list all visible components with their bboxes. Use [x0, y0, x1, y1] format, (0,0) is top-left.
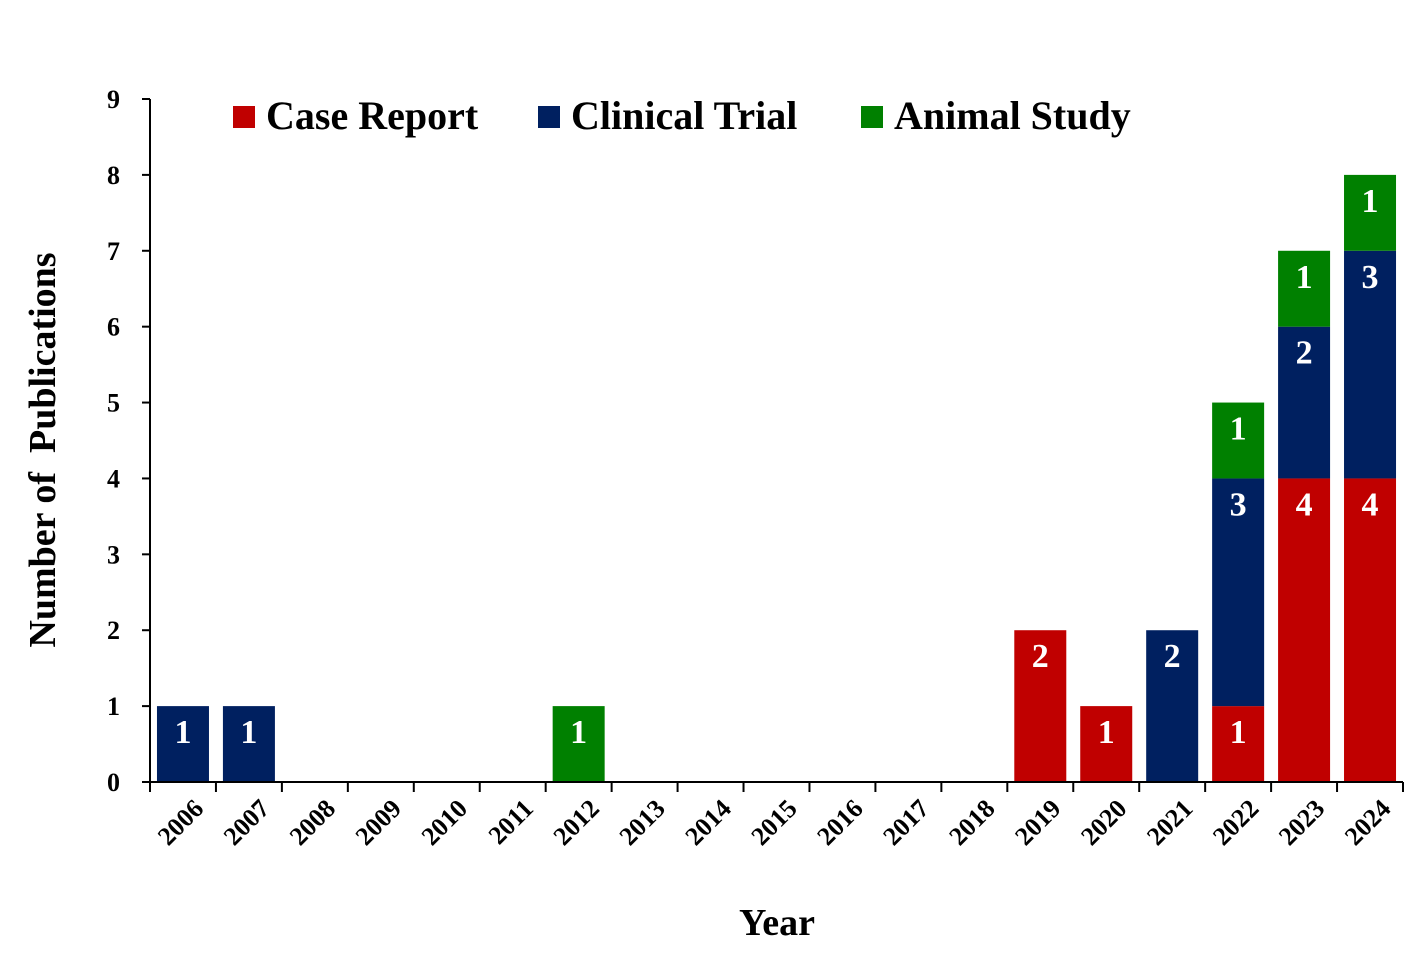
axes-group [149, 99, 1403, 783]
x-tick-label-2006: 2006 [152, 794, 209, 851]
y-tick-label-9: 9 [107, 85, 120, 114]
bar-clinical-trial-2023 [1278, 326, 1331, 479]
legend-label-case-report: Case Report [266, 93, 479, 138]
y-tick-label-4: 4 [107, 464, 120, 493]
data-label-case-report-2023: 4 [1296, 486, 1313, 523]
legend-label-animal-study: Animal Study [894, 93, 1131, 138]
bar-animal-study-2024 [1344, 174, 1397, 251]
bar-case-report-2020 [1080, 706, 1133, 782]
legend-label-clinical-trial: Clinical Trial [571, 93, 797, 138]
legend-swatch-case-report [233, 106, 255, 128]
data-label-case-report-2022: 1 [1230, 714, 1247, 751]
x-tick-label-2015: 2015 [745, 794, 802, 851]
y-tick-label-1: 1 [107, 692, 120, 721]
bar-animal-study-2023 [1278, 250, 1331, 327]
x-tick-label-2016: 2016 [811, 794, 868, 851]
x-tick-label-2021: 2021 [1141, 794, 1198, 851]
y-tick-label-7: 7 [107, 237, 120, 266]
bar-clinical-trial-2006 [156, 706, 209, 782]
x-tick-label-2010: 2010 [416, 794, 473, 851]
data-label-clinical-trial-2022: 3 [1230, 486, 1247, 523]
y-axis-title: Number of Publications [22, 252, 64, 647]
x-tick-label-2024: 2024 [1339, 794, 1396, 851]
x-tick-label-2022: 2022 [1207, 794, 1264, 851]
y-tick-label-8: 8 [107, 161, 120, 190]
data-label-case-report-2020: 1 [1098, 714, 1115, 751]
data-labels-group: 1 1 1 2 1 2 1 3 1 4 2 1 4 3 1 [174, 183, 1378, 751]
x-tick-label-2008: 2008 [284, 794, 341, 851]
y-tick-label-2: 2 [107, 616, 120, 645]
bar-case-report-2024 [1344, 478, 1397, 782]
y-tick-label-0: 0 [107, 768, 120, 797]
data-label-animal-study-2024: 1 [1362, 183, 1379, 220]
bar-animal-study-2022 [1212, 402, 1265, 479]
bar-clinical-trial-2021 [1146, 630, 1199, 782]
x-tick-label-2007: 2007 [218, 794, 275, 851]
data-label-animal-study-2023: 1 [1296, 259, 1313, 296]
bar-clinical-trial-2024 [1344, 250, 1397, 479]
x-tick-label-2012: 2012 [548, 794, 605, 851]
bar-clinical-trial-2022 [1212, 478, 1265, 707]
x-tick-label-2020: 2020 [1075, 794, 1132, 851]
legend-swatch-clinical-trial [538, 106, 560, 128]
y-tick-label-5: 5 [107, 389, 120, 418]
data-label-clinical-trial-2021: 2 [1164, 638, 1181, 675]
bar-case-report-2022 [1212, 706, 1265, 782]
bars-group [156, 174, 1397, 782]
bar-clinical-trial-2007 [222, 706, 275, 782]
data-label-animal-study-2012: 1 [570, 714, 587, 751]
x-ticks-group: 2006 2007 2008 2009 2010 2011 2012 2013 2014 2015… [149, 782, 1404, 851]
legend: Case Report Clinical Trial Animal Study [233, 93, 1131, 138]
bar-case-report-2019 [1014, 630, 1067, 782]
x-tick-label-2018: 2018 [943, 794, 1000, 851]
data-label-clinical-trial-2024: 3 [1362, 259, 1379, 296]
bar-case-report-2023 [1278, 478, 1331, 782]
x-axis-title: Year [739, 902, 815, 944]
data-label-animal-study-2022: 1 [1230, 411, 1247, 448]
x-tick-label-2009: 2009 [350, 794, 407, 851]
x-tick-label-2014: 2014 [680, 794, 737, 851]
x-tick-label-2017: 2017 [877, 794, 934, 851]
y-ticks-group: 0 1 2 3 4 5 6 7 8 9 [107, 85, 150, 797]
data-label-case-report-2024: 4 [1362, 486, 1379, 523]
data-label-clinical-trial-2007: 1 [240, 714, 257, 751]
y-tick-label-3: 3 [107, 540, 120, 569]
legend-swatch-animal-study [861, 106, 883, 128]
x-tick-label-2019: 2019 [1009, 794, 1066, 851]
bar-animal-study-2012 [552, 706, 605, 782]
x-tick-label-2023: 2023 [1273, 794, 1330, 851]
data-label-clinical-trial-2023: 2 [1296, 335, 1313, 372]
x-tick-label-2013: 2013 [614, 794, 671, 851]
x-tick-label-2011: 2011 [483, 794, 539, 850]
data-label-clinical-trial-2006: 1 [174, 714, 191, 751]
data-label-case-report-2019: 2 [1032, 638, 1049, 675]
y-tick-label-6: 6 [107, 313, 120, 342]
